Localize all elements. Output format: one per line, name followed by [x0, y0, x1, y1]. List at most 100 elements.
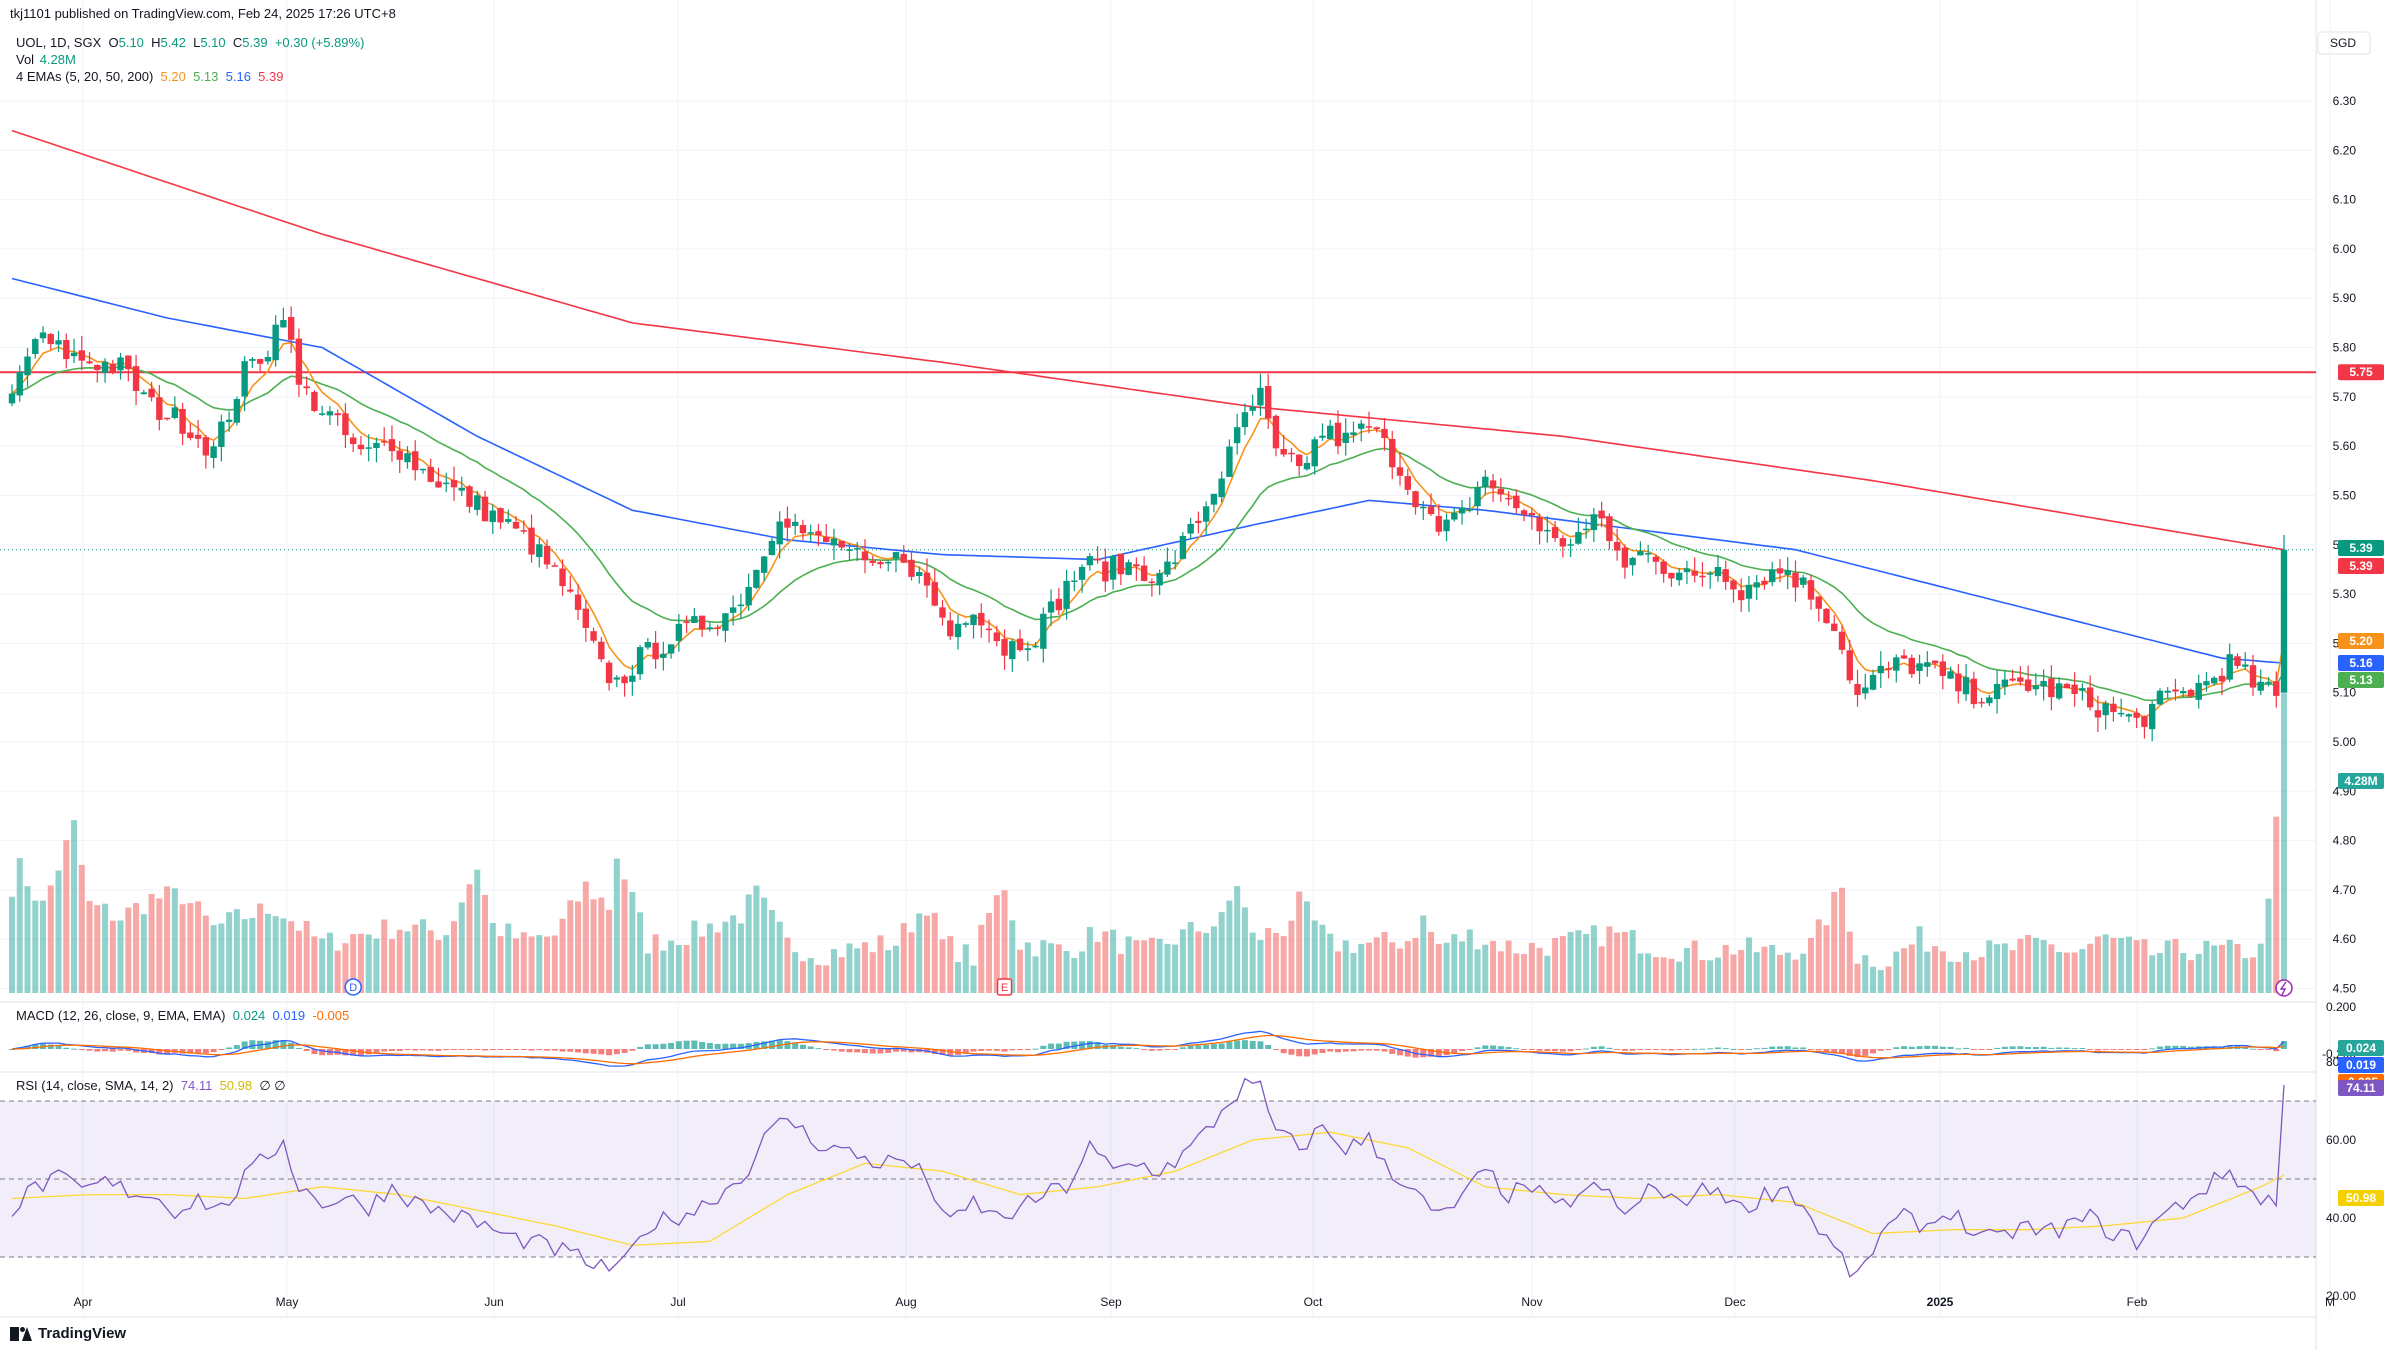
macd-hist-bar: [1210, 1044, 1217, 1049]
volume-bar: [846, 943, 853, 993]
candle-body: [1823, 608, 1830, 624]
volume-bar: [272, 916, 279, 993]
candle-body: [993, 632, 1000, 642]
macd-hist-bar: [908, 1049, 915, 1053]
candle-body: [1396, 467, 1404, 476]
volume-bar: [350, 934, 357, 993]
macd-hist-bar: [2063, 1047, 2070, 1049]
volume-bar: [2009, 950, 2016, 993]
candle-body: [489, 510, 496, 523]
candle-body: [241, 361, 248, 397]
macd-hist-bar: [1536, 1049, 1543, 1051]
candle-body: [706, 627, 714, 630]
candle-body: [1753, 582, 1760, 588]
candle-body: [753, 569, 760, 588]
volume-bar: [1908, 944, 1915, 993]
volume-bar: [931, 912, 938, 993]
macd-hist-bar: [1955, 1048, 1962, 1050]
time-tick-label: Dec: [1724, 1295, 1745, 1309]
candle-body: [1962, 677, 1970, 695]
candle-body: [830, 538, 838, 546]
macd-hist-bar: [1629, 1049, 1636, 1051]
volume-bar: [2203, 940, 2210, 993]
macd-hist-bar: [2125, 1049, 2132, 1050]
macd-hist-bar: [2102, 1049, 2109, 1050]
candle-body: [962, 623, 969, 625]
volume-bar: [1722, 944, 1729, 993]
macd-hist-bar: [1606, 1047, 1613, 1049]
candle-body: [807, 532, 814, 534]
macd-hist-bar: [2226, 1045, 2233, 1049]
candle-body: [1171, 562, 1179, 564]
macd-hist-bar: [102, 1049, 109, 1052]
volume-bar: [319, 938, 326, 993]
candle-body: [512, 521, 520, 529]
macd-hist-bar: [125, 1049, 132, 1051]
candle-body: [745, 586, 752, 606]
macd-hist-bar: [559, 1049, 566, 1052]
volume-bar: [2265, 898, 2272, 993]
macd-hist-bar: [1397, 1049, 1404, 1056]
macd-hist-bar: [1319, 1049, 1326, 1054]
time-tick-label: 2025: [1927, 1295, 1954, 1309]
volume-bar: [1117, 953, 1124, 993]
candle-body: [791, 521, 799, 526]
ema5-badge-text: 5.20: [2349, 634, 2373, 648]
macd-hist-bar: [133, 1049, 140, 1053]
volume-bar: [2133, 940, 2140, 993]
candle-body: [171, 407, 179, 418]
macd-hist-bar: [1970, 1049, 1977, 1050]
macd-hist-bar: [1722, 1048, 1729, 1050]
macd-hist-bar: [1621, 1049, 1628, 1051]
macd-hist-bar: [1839, 1049, 1846, 1054]
ema20-badge: 5.13: [2338, 672, 2384, 688]
candle-body: [70, 352, 78, 357]
volume-bar: [357, 933, 364, 993]
macd-hist-bar: [1172, 1049, 1179, 1050]
candle-body: [1319, 435, 1326, 438]
macd-hist-bar: [1451, 1049, 1458, 1054]
tradingview-logo[interactable]: TradingView: [10, 1325, 126, 1342]
volume-bar: [435, 939, 442, 993]
split-event-icon: [2275, 979, 2293, 997]
macd-hist-bar: [730, 1043, 737, 1049]
candle-body: [551, 565, 558, 567]
volume-bar: [1420, 915, 1427, 993]
macd-hist-bar: [55, 1045, 62, 1049]
candle-body: [2179, 691, 2187, 694]
macd-hist-bar: [885, 1049, 892, 1053]
macd-hist-bar: [109, 1049, 116, 1052]
candle-body: [148, 388, 155, 398]
macd-hist-bar: [373, 1049, 380, 1053]
price-tick-label: 5.30: [2333, 587, 2357, 601]
macd-tick-label: 0.200: [2326, 1000, 2356, 1014]
macd-hist-bar: [1063, 1041, 1070, 1049]
candle-body: [1435, 516, 1442, 532]
rsi-sma-badge-text: 50.98: [2346, 1191, 2376, 1205]
macd-hist-bar: [272, 1040, 279, 1049]
macd-hist-bar: [1249, 1040, 1256, 1049]
volume-bar: [1521, 953, 1528, 993]
time-tick-label: Aug: [895, 1295, 916, 1309]
ema200-badge: 5.39: [2338, 558, 2384, 574]
candle-body: [1761, 580, 1768, 585]
macd-hist-bar: [1017, 1049, 1024, 1051]
macd-hist-bar: [838, 1049, 845, 1052]
volume-bar: [1257, 939, 1264, 993]
macd-hist-bar: [2273, 1049, 2280, 1052]
candle-body: [1939, 661, 1947, 676]
macd-hist-bar: [1901, 1046, 1908, 1049]
volume-bar: [807, 958, 814, 993]
candle-body: [2195, 682, 2202, 700]
macd-hist-bar: [799, 1044, 806, 1049]
candle-body: [1931, 660, 1939, 664]
macd-hist-bar: [1257, 1041, 1264, 1049]
candle-body: [334, 413, 341, 416]
legend-symbol[interactable]: UOL, 1D, SGX: [16, 35, 102, 50]
volume-bar: [419, 919, 426, 993]
volume-bar: [823, 965, 830, 993]
volume-bar: [2032, 937, 2039, 993]
volume-bar: [970, 965, 977, 993]
volume-bar: [1071, 957, 1078, 993]
